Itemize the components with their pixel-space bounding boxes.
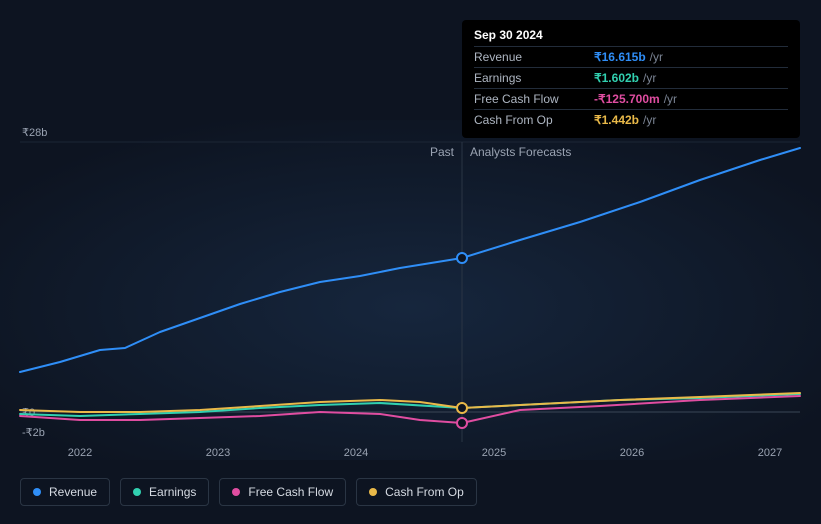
y-axis-label: ₹28b bbox=[22, 127, 47, 139]
x-axis-label: 2025 bbox=[482, 447, 506, 459]
hover-tooltip: Sep 30 2024 Revenue ₹16.615b/yr Earnings ₹1… bbox=[462, 20, 800, 138]
legend-item-earnings[interactable]: Earnings bbox=[120, 478, 209, 506]
marker-cfo bbox=[457, 403, 467, 413]
x-axis-label: 2026 bbox=[620, 447, 644, 459]
tooltip-value: ₹1.442b/yr bbox=[594, 113, 656, 127]
legend-swatch-icon bbox=[232, 488, 240, 496]
tooltip-value: ₹1.602b/yr bbox=[594, 71, 656, 85]
past-label: Past bbox=[430, 145, 455, 159]
legend-label: Earnings bbox=[149, 485, 196, 499]
legend-label: Free Cash Flow bbox=[248, 485, 333, 499]
tooltip-row: Cash From Op ₹1.442b/yr bbox=[474, 109, 788, 130]
tooltip-row: Free Cash Flow -₹125.700m/yr bbox=[474, 88, 788, 109]
tooltip-unit: /yr bbox=[650, 50, 663, 64]
legend-label: Cash From Op bbox=[385, 485, 464, 499]
tooltip-key: Cash From Op bbox=[474, 113, 584, 127]
legend-label: Revenue bbox=[49, 485, 97, 499]
x-axis-label: 2022 bbox=[68, 447, 92, 459]
tooltip-date: Sep 30 2024 bbox=[474, 28, 788, 42]
legend-item-fcf[interactable]: Free Cash Flow bbox=[219, 478, 346, 506]
tooltip-key: Free Cash Flow bbox=[474, 92, 584, 106]
chart-container: ₹28b₹0-₹2b202220232024202520262027PastAn… bbox=[0, 0, 821, 524]
legend-swatch-icon bbox=[369, 488, 377, 496]
forecast-label: Analysts Forecasts bbox=[470, 145, 571, 159]
x-axis-label: 2024 bbox=[344, 447, 368, 459]
tooltip-key: Revenue bbox=[474, 50, 584, 64]
legend-item-cfo[interactable]: Cash From Op bbox=[356, 478, 477, 506]
legend-swatch-icon bbox=[133, 488, 141, 496]
tooltip-unit: /yr bbox=[664, 92, 677, 106]
tooltip-row: Revenue ₹16.615b/yr bbox=[474, 46, 788, 67]
x-axis-label: 2023 bbox=[206, 447, 230, 459]
tooltip-value: ₹16.615b/yr bbox=[594, 50, 663, 64]
tooltip-unit: /yr bbox=[643, 71, 656, 85]
marker-fcf bbox=[457, 418, 467, 428]
x-axis-label: 2027 bbox=[758, 447, 782, 459]
legend-swatch-icon bbox=[33, 488, 41, 496]
tooltip-unit: /yr bbox=[643, 113, 656, 127]
marker-revenue bbox=[457, 253, 467, 263]
tooltip-row: Earnings ₹1.602b/yr bbox=[474, 67, 788, 88]
legend: Revenue Earnings Free Cash Flow Cash From O… bbox=[20, 478, 477, 506]
legend-item-revenue[interactable]: Revenue bbox=[20, 478, 110, 506]
y-axis-label: -₹2b bbox=[22, 427, 45, 439]
tooltip-key: Earnings bbox=[474, 71, 584, 85]
tooltip-value: -₹125.700m/yr bbox=[594, 92, 677, 106]
